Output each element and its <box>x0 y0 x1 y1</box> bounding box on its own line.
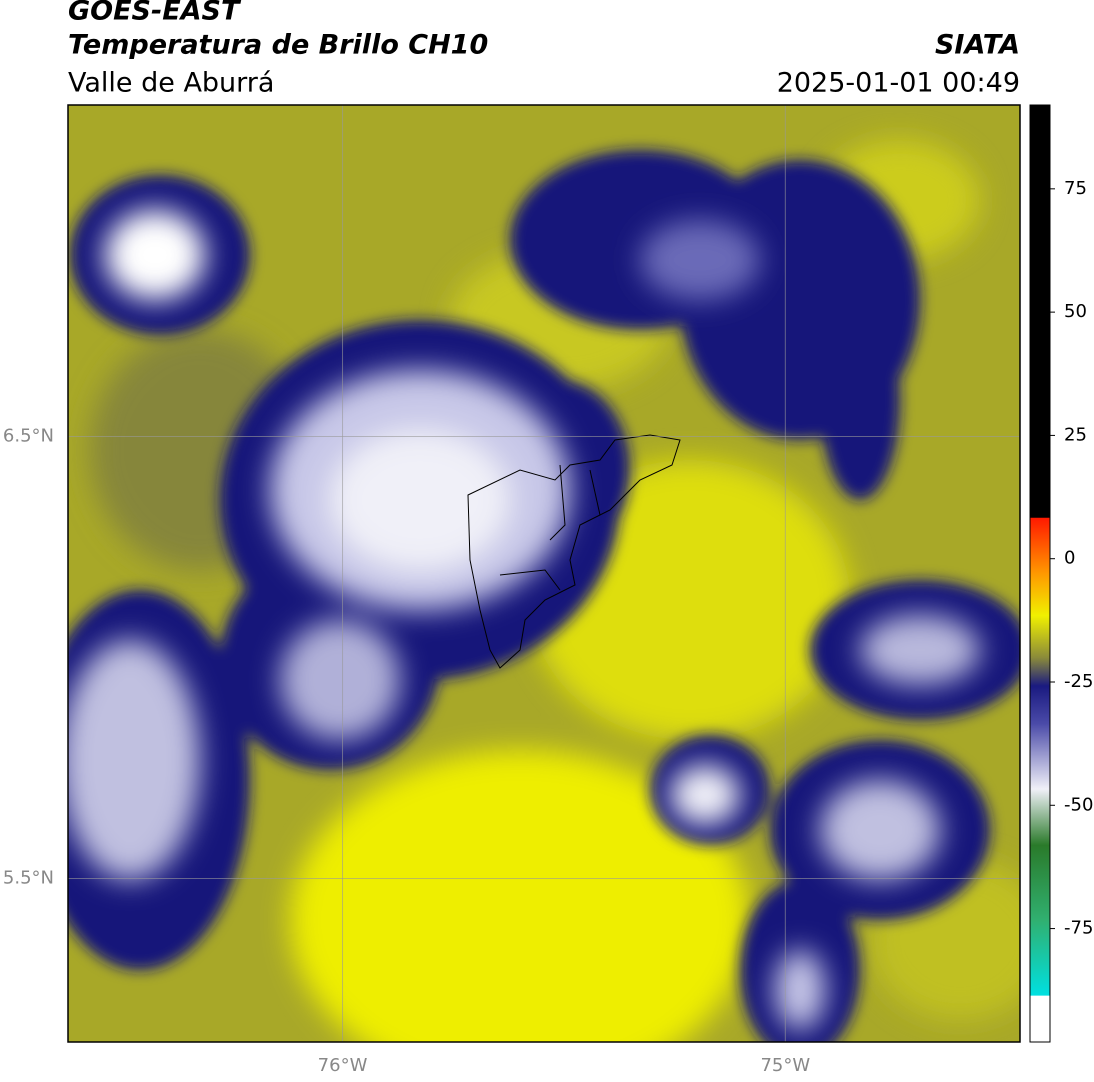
colorbar-tick-label: 0 <box>1064 548 1075 569</box>
y-tick-label: 5.5°N <box>3 867 54 888</box>
colorbar-tick-label: 75 <box>1064 178 1087 199</box>
colorbar <box>1029 104 1051 1043</box>
source: SIATA <box>935 30 1020 61</box>
graticule <box>68 105 1020 1042</box>
colorbar-tick-label: -25 <box>1064 671 1093 692</box>
x-tick-label: 76°W <box>318 1055 368 1076</box>
region: Valle de Aburrá <box>68 68 274 99</box>
colorbar-ticks: -75 -50 -25 0 25 50 75 <box>1050 178 1093 939</box>
map-frame <box>67 104 1021 1043</box>
x-tick-label: 75°W <box>760 1055 810 1076</box>
subtitle: Temperatura de Brillo CH10 <box>68 30 488 61</box>
title: GOES-EAST <box>68 0 242 27</box>
y-tick-label: 6.5°N <box>3 425 54 446</box>
datetime: 2025-01-01 00:49 <box>777 68 1020 99</box>
colorbar-tick-label: 50 <box>1064 301 1087 322</box>
valley-outline <box>467 434 681 669</box>
colorbar-tick-label: -75 <box>1064 918 1093 939</box>
colorbar-tick-label: 25 <box>1064 424 1087 445</box>
colorbar-tick-label: -50 <box>1064 794 1093 815</box>
satellite-image <box>68 105 1020 1042</box>
